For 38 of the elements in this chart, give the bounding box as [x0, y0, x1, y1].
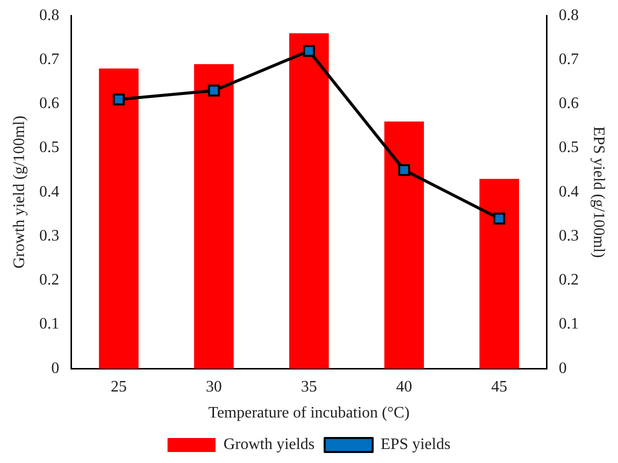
- x-tick-label: 40: [396, 378, 412, 396]
- y-tick-label: 0.3: [39, 227, 60, 244]
- bar: [98, 68, 139, 369]
- x-tick-label: 25: [110, 378, 127, 396]
- y2-tick-label: 0: [558, 360, 567, 377]
- bar: [289, 33, 329, 369]
- y-tick-label: 0.1: [39, 316, 60, 333]
- point: [112, 93, 125, 106]
- y2-tick-label: 0.2: [558, 272, 579, 289]
- y2-tick-label: 0.1: [558, 316, 579, 333]
- legend-label: EPS yields: [380, 436, 450, 454]
- x-tick-label: 30: [206, 378, 222, 396]
- y2-tick-label: 0.6: [558, 95, 579, 112]
- y-tick-label: 0.5: [39, 139, 60, 156]
- y-tick-label: 0.8: [39, 6, 60, 24]
- y-tick-label: 0.2: [39, 272, 60, 289]
- y2-tick-label: 0.7: [558, 50, 579, 68]
- y-axis-title: Growth yield (g/100ml): [10, 116, 28, 269]
- y2-axis-title: EPS yield (g/100ml): [590, 126, 608, 258]
- legend-label: Growth yields: [224, 436, 315, 454]
- y2-tick-label: 0.5: [558, 139, 579, 156]
- y-tick-label: 0: [51, 360, 60, 377]
- x-tick-label: 45: [491, 378, 508, 396]
- y2-tick-label: 0.4: [558, 183, 579, 200]
- y-tick-label: 0.6: [39, 95, 60, 112]
- x-axis-title: Temperature of incubation (°C): [208, 404, 410, 422]
- point: [493, 212, 506, 225]
- bar: [479, 178, 520, 369]
- bar: [384, 122, 424, 369]
- y2-tick-label: 0.3: [558, 227, 579, 244]
- point: [208, 84, 220, 97]
- x-tick-label: 35: [301, 378, 317, 396]
- y-tick-label: 0.4: [39, 183, 60, 200]
- point: [398, 164, 410, 176]
- bar: [194, 64, 234, 369]
- point: [303, 44, 315, 57]
- y2-tick-label: 0.8: [558, 6, 579, 24]
- y-tick-label: 0.7: [39, 50, 60, 68]
